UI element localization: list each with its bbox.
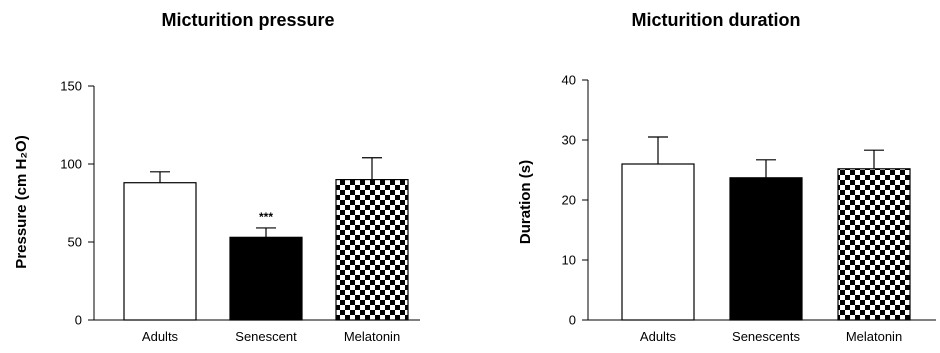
pressure-chart-title: Micturition pressure bbox=[161, 10, 334, 30]
duration-y-tick-label: 0 bbox=[569, 313, 576, 328]
duration-y-tick-label: 20 bbox=[562, 193, 576, 208]
pressure-y-tick-label: 0 bbox=[75, 313, 82, 328]
duration-y-axis-label: Duration (s) bbox=[517, 160, 534, 244]
pressure-plot-area: 0 50 100 150 Adults Senescent Melatonin *** bbox=[60, 79, 420, 344]
pressure-bar-melatonin bbox=[335, 179, 409, 321]
pressure-bar-senescent bbox=[229, 236, 303, 321]
pressure-x-tick-label: Adults bbox=[142, 329, 179, 344]
duration-plot-area: 0 10 20 30 40 Adults Senescents Melatonin bbox=[562, 73, 936, 344]
pressure-x-tick-label: Senescent bbox=[235, 329, 297, 344]
duration-y-tick-label: 30 bbox=[562, 133, 576, 148]
duration-bar-melatonin bbox=[837, 168, 911, 321]
duration-y-tick-label: 10 bbox=[562, 253, 576, 268]
duration-bar-senescents bbox=[729, 177, 803, 321]
pressure-x-tick-label: Melatonin bbox=[344, 329, 400, 344]
duration-y-tick-label: 40 bbox=[562, 73, 576, 88]
pressure-bar-adults bbox=[123, 182, 197, 321]
duration-x-tick-label: Adults bbox=[640, 329, 677, 344]
duration-x-tick-label: Senescents bbox=[732, 329, 800, 344]
duration-chart-title: Micturition duration bbox=[632, 10, 801, 30]
duration-x-tick-label: Melatonin bbox=[846, 329, 902, 344]
pressure-y-tick-label: 100 bbox=[60, 157, 82, 172]
duration-chart: Micturition duration Duration (s) 0 10 20 3… bbox=[517, 10, 936, 344]
pressure-significance-annotation: *** bbox=[259, 210, 273, 224]
pressure-chart: Micturition pressure Pressure (cm H₂O) 0… bbox=[13, 10, 420, 344]
pressure-y-tick-label: 50 bbox=[68, 235, 82, 250]
pressure-y-axis-label: Pressure (cm H₂O) bbox=[13, 135, 30, 268]
pressure-y-tick-label: 150 bbox=[60, 79, 82, 94]
duration-bar-adults bbox=[621, 163, 695, 321]
